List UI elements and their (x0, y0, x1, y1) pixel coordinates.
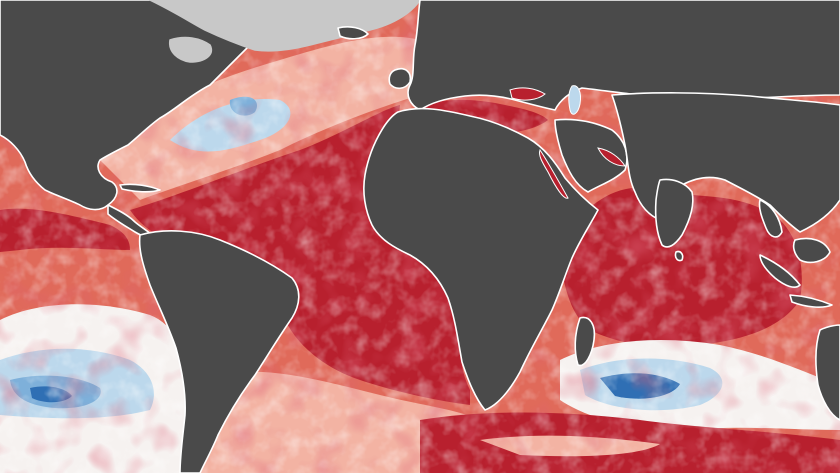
land-sumatra (759, 254, 801, 288)
land-caribbean-islands (119, 183, 161, 193)
land-sri-lanka (674, 250, 684, 262)
land-india (654, 178, 694, 248)
land-iceland (337, 26, 369, 40)
caspian-sea (568, 85, 581, 115)
land-java (789, 294, 833, 308)
land-southeast-asia (758, 199, 783, 238)
land-north-america (0, 0, 301, 211)
land-madagascar (574, 316, 596, 367)
land-africa (363, 107, 599, 411)
land-british-isles (388, 67, 412, 90)
land-south-america (138, 230, 300, 473)
persian-gulf (597, 147, 626, 167)
land-canadian-archipelago (168, 36, 212, 63)
red-sea (539, 148, 569, 199)
land-australia-edge (815, 324, 840, 421)
land-borneo (792, 237, 831, 264)
land-arabia (554, 118, 628, 193)
black-sea (509, 87, 546, 101)
land-greenland (149, 0, 421, 52)
